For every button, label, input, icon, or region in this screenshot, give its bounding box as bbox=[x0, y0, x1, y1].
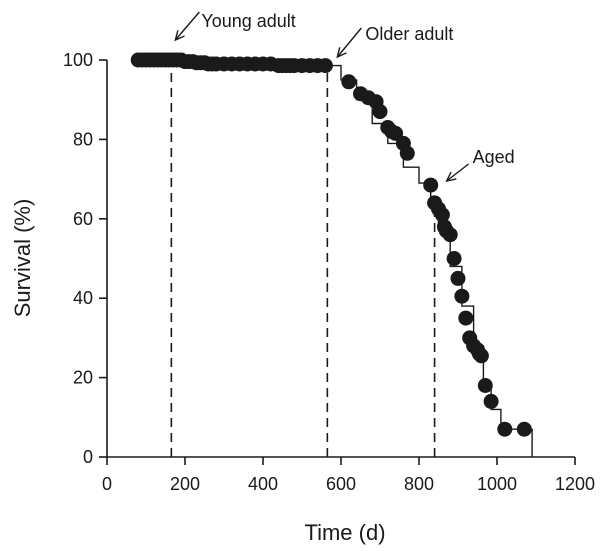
axes: 0 200 400 600 800 1000 1200 0 20 40 60 80 100 bbox=[63, 50, 595, 494]
data-point bbox=[434, 207, 450, 223]
x-tick-label: 1200 bbox=[555, 474, 595, 494]
data-point bbox=[516, 421, 532, 437]
x-tick-label: 800 bbox=[404, 474, 434, 494]
data-point bbox=[423, 177, 439, 193]
stage-label: Young adult bbox=[201, 11, 295, 31]
y-tick-label: 20 bbox=[73, 368, 93, 388]
data-point bbox=[477, 378, 493, 393]
y-tick-label: 40 bbox=[73, 288, 93, 308]
stage-lines bbox=[170, 60, 436, 457]
y-axis-title: Survival (%) bbox=[10, 199, 35, 318]
stage-arrow bbox=[174, 11, 200, 41]
survival-step-curve bbox=[134, 59, 533, 457]
x-tick-label: 400 bbox=[248, 474, 278, 494]
data-point bbox=[372, 104, 388, 120]
data-point bbox=[483, 393, 499, 409]
y-tick-label: 100 bbox=[63, 50, 93, 70]
y-tick-label: 80 bbox=[73, 129, 93, 149]
data-point bbox=[317, 58, 333, 74]
y-tick-label: 60 bbox=[73, 209, 93, 229]
stage-arrow-head bbox=[445, 171, 457, 182]
data-point bbox=[458, 310, 474, 326]
x-tick-label: 0 bbox=[102, 474, 112, 494]
data-point bbox=[450, 270, 466, 286]
data-point bbox=[473, 348, 489, 364]
stage-annotations: Young adult Older adult Aged bbox=[174, 11, 515, 182]
stage-label: Older adult bbox=[365, 24, 453, 44]
data-point bbox=[399, 145, 415, 161]
x-tick-label: 600 bbox=[326, 474, 356, 494]
stage-label: Aged bbox=[473, 147, 515, 167]
stage-arrow bbox=[446, 163, 470, 182]
x-tick-label: 200 bbox=[170, 474, 200, 494]
stage-arrow-head bbox=[336, 47, 347, 59]
stage-arrow bbox=[336, 27, 362, 58]
survival-points bbox=[130, 52, 532, 437]
data-point bbox=[497, 421, 513, 437]
stage-arrow-head bbox=[174, 30, 185, 42]
survival-curve bbox=[134, 59, 533, 457]
x-tick-label: 1000 bbox=[477, 474, 517, 494]
data-point bbox=[446, 251, 462, 266]
y-tick-label: 0 bbox=[83, 447, 93, 467]
data-point bbox=[341, 74, 357, 90]
x-axis-title: Time (d) bbox=[304, 520, 385, 545]
data-point bbox=[442, 227, 458, 243]
data-point bbox=[454, 288, 470, 304]
